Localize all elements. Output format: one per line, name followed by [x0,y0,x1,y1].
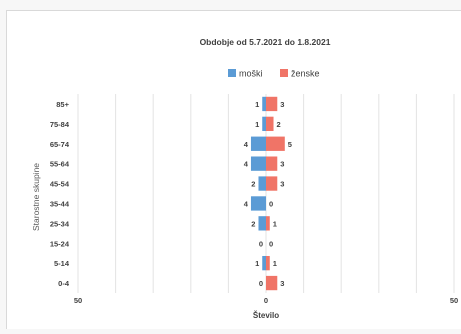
bar-male [250,156,266,171]
category-labels: 85+ 75-84 65-74 55-64 45-54 35-44 25-34 15-24 5-… [50,100,70,288]
category-label: 25-34 [50,219,70,228]
x-axis-title: Število [253,311,279,320]
legend-label-male: moški [239,69,263,79]
x-tick-label: 50 [74,296,82,305]
bar-male [258,216,266,231]
bar-male [262,255,266,271]
chart-title: Obdobje od 5.7.2021 do 1.8.2021 [200,37,331,47]
data-label-female: 0 [269,199,273,208]
bar-female [266,136,285,151]
bar-male [250,196,266,211]
legend-swatch-male [228,69,236,77]
data-labels: 1 31 24 54 32 34 02 10 01 10 3 [244,100,292,288]
data-label-female: 3 [280,180,284,189]
data-label-female: 0 [269,239,273,248]
data-label-female: 3 [280,279,284,288]
category-label: 0-4 [58,279,70,288]
data-label-male: 4 [244,199,249,208]
x-tick-label: 0 [264,296,268,305]
category-label: 15-24 [50,239,70,248]
data-label-male: 2 [251,219,255,228]
x-axis-tick-labels: 50 0 50 [74,296,458,305]
bar-male [262,116,266,132]
data-label-male: 1 [255,100,259,109]
bars [250,96,285,291]
x-tick-label: 50 [450,296,458,305]
data-label-male: 4 [244,140,249,149]
bar-male [258,176,266,191]
data-label-male: 0 [259,279,263,288]
bar-male [250,136,266,151]
category-label: 5-14 [54,259,70,268]
chart-area: Obdobje od 5.7.2021 do 1.8.2021 moški že… [6,10,461,329]
data-label-male: 4 [244,160,249,169]
data-label-female: 3 [280,100,284,109]
data-label-female: 1 [273,219,277,228]
category-label: 55-64 [50,160,70,169]
data-label-male: 1 [255,120,259,129]
data-label-male: 1 [255,259,259,268]
category-label: 45-54 [50,180,70,189]
bar-female [266,255,270,271]
category-label: 75-84 [50,120,70,129]
y-axis-title: Starostne skupine [31,163,41,231]
bar-female [266,275,278,291]
bar-female [266,96,278,112]
legend-swatch-female [280,69,288,77]
bar-female [266,216,270,231]
category-label: 85+ [56,100,69,109]
legend-label-female: ženske [291,69,320,79]
category-label: 35-44 [50,199,70,208]
data-label-female: 5 [288,140,292,149]
legend: moški ženske [228,69,320,79]
data-label-male: 0 [259,239,263,248]
data-label-male: 2 [251,180,255,189]
bar-female [266,156,278,171]
data-label-female: 2 [277,120,281,129]
data-label-female: 3 [280,160,284,169]
bar-female [266,176,278,191]
bar-female [266,116,274,132]
category-label: 65-74 [50,140,70,149]
population-pyramid-chart: Obdobje od 5.7.2021 do 1.8.2021 moški že… [31,37,458,320]
data-label-female: 1 [273,259,277,268]
bar-male [262,96,266,112]
